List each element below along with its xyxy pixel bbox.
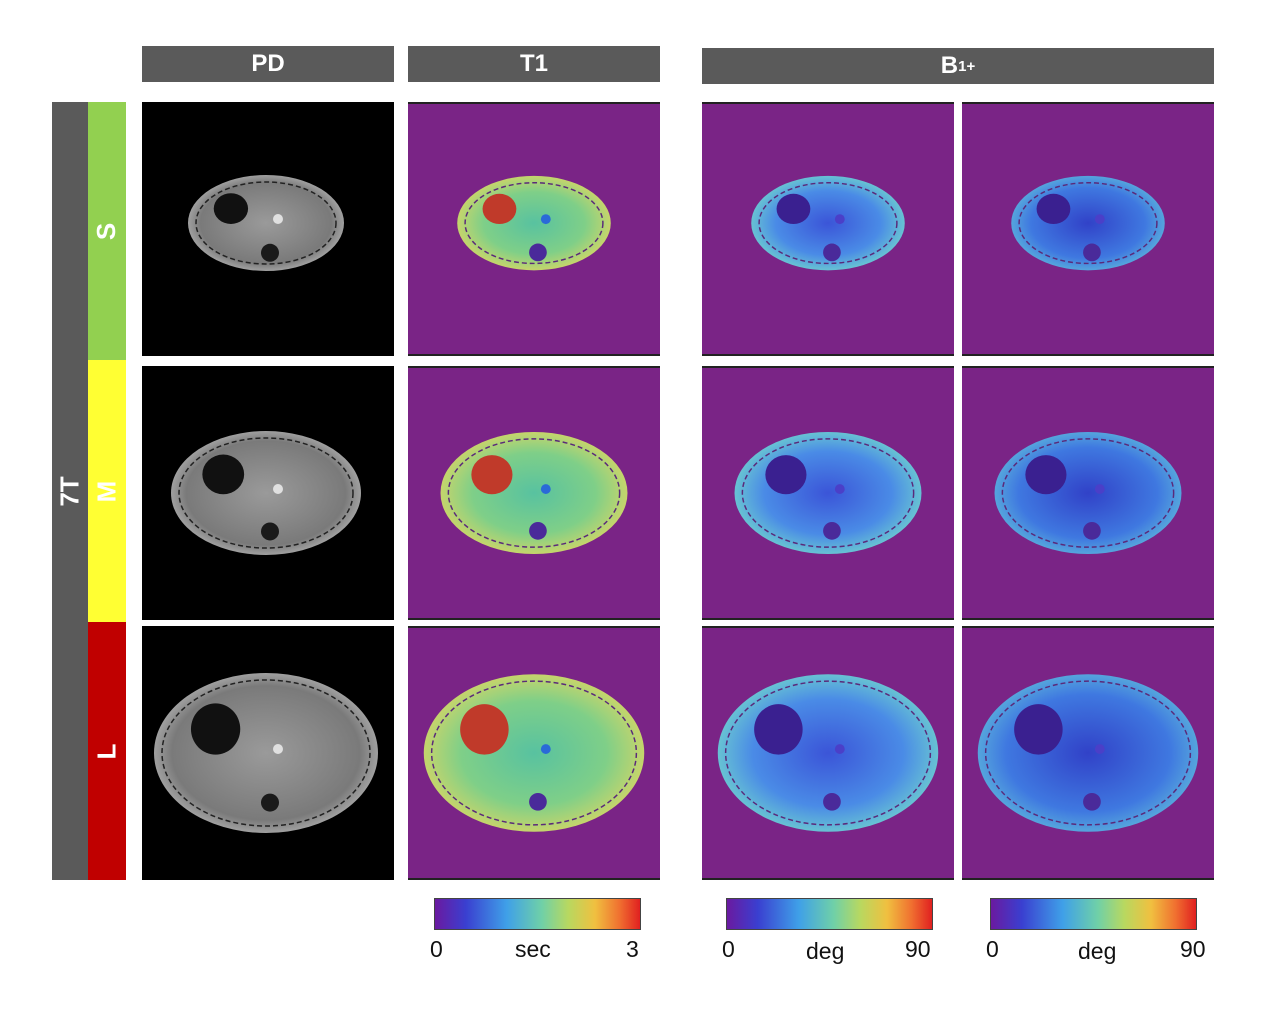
row-bar-small: S	[88, 102, 126, 360]
colorbar-b1-right-unit: deg	[1078, 938, 1117, 964]
row-label-medium: M	[91, 480, 122, 502]
colorbar-b1-right-min: 0	[986, 936, 999, 962]
colorbar-b1-left-gradient	[727, 899, 932, 929]
colorbar-t1	[434, 898, 641, 930]
row-bar-medium: M	[88, 360, 126, 622]
colorbar-t1-gradient	[435, 899, 640, 929]
row-label-small: S	[91, 222, 122, 240]
field-strength-label: 7T	[54, 475, 85, 507]
header-pd: PD	[142, 46, 394, 82]
colorbar-t1-min: 0	[430, 936, 443, 962]
image-pd-medium	[142, 366, 394, 620]
header-t1-label: T1	[519, 50, 548, 77]
image-b1-right-medium	[962, 366, 1214, 620]
image-t1-large	[408, 626, 660, 880]
image-b1-left-small	[702, 102, 954, 356]
header-t1: T1	[408, 46, 660, 82]
colorbar-t1-max: 3	[626, 936, 639, 962]
colorbar-b1-right-gradient	[991, 899, 1196, 929]
header-pd-label: PD	[251, 50, 285, 77]
image-b1-left-large	[702, 626, 954, 880]
colorbar-t1-unit: sec	[515, 936, 551, 962]
colorbar-b1-left-max: 90	[905, 936, 931, 962]
header-b1-sub: 1	[958, 57, 967, 75]
field-strength-bar: 7T	[52, 102, 88, 880]
colorbar-b1-left	[726, 898, 933, 930]
header-b1-base: B	[940, 52, 959, 79]
image-t1-small	[408, 102, 660, 356]
image-pd-small	[142, 102, 394, 356]
image-b1-right-small	[962, 102, 1214, 356]
image-b1-right-large	[962, 626, 1214, 880]
header-b1: B 1 +	[702, 48, 1214, 84]
colorbar-b1-right	[990, 898, 1197, 930]
image-t1-medium	[408, 366, 660, 620]
header-b1-sup: +	[966, 57, 976, 75]
colorbar-b1-right-max: 90	[1180, 936, 1206, 962]
image-b1-left-medium	[702, 366, 954, 620]
image-pd-large	[142, 626, 394, 880]
colorbar-b1-left-unit: deg	[806, 938, 845, 964]
row-bar-large: L	[88, 622, 126, 880]
row-label-large: L	[91, 743, 122, 759]
colorbar-b1-left-min: 0	[722, 936, 735, 962]
